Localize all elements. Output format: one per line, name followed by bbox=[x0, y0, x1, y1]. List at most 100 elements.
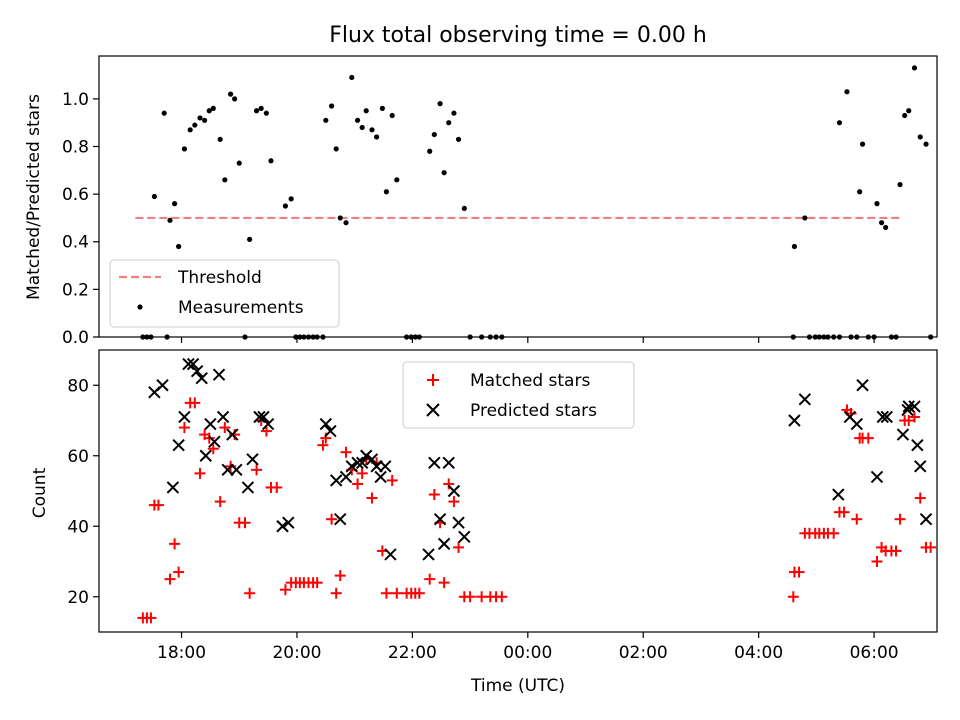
matched-star-point bbox=[925, 541, 937, 553]
y-tick-label: 0.2 bbox=[62, 280, 89, 300]
matched-star-point bbox=[317, 439, 329, 451]
measurement-point bbox=[268, 158, 274, 164]
predicted-star-point bbox=[182, 357, 195, 371]
predicted-star-point bbox=[832, 488, 845, 501]
predicted-star-point bbox=[856, 379, 869, 392]
measurement-point bbox=[206, 108, 212, 114]
y-tick-label: 0.6 bbox=[62, 185, 89, 205]
predicted-star-point bbox=[911, 438, 924, 452]
x-tick-label: 18:00 bbox=[157, 643, 206, 663]
predicted-star-point bbox=[437, 537, 451, 551]
predicted-star-point bbox=[870, 470, 884, 484]
matched-star-point bbox=[279, 584, 291, 596]
measurement-point bbox=[148, 334, 154, 340]
measurement-point bbox=[187, 127, 193, 133]
matched-star-point bbox=[152, 499, 164, 511]
matched-star-point bbox=[239, 517, 251, 529]
predicted-star-point bbox=[212, 368, 226, 381]
predicted-star-point bbox=[230, 463, 243, 477]
matched-star-point bbox=[207, 443, 219, 455]
measurement-point bbox=[337, 215, 343, 221]
measurement-point bbox=[451, 110, 457, 116]
predicted-star-point bbox=[902, 400, 915, 413]
x-tick-label: 04:00 bbox=[734, 643, 783, 663]
measurement-point bbox=[363, 108, 369, 114]
predicted-legend-label: Predicted stars bbox=[470, 401, 597, 421]
measurement-point bbox=[343, 220, 349, 226]
ratio-legend-box bbox=[109, 259, 340, 328]
predicted-star-point bbox=[253, 410, 266, 424]
measurement-point bbox=[917, 134, 923, 140]
measurement-point bbox=[888, 334, 895, 340]
matched-star-point bbox=[380, 587, 392, 599]
measurement-point bbox=[310, 334, 316, 340]
measurement-point bbox=[427, 148, 433, 154]
matched-star-point bbox=[862, 432, 874, 444]
matched-star-point bbox=[260, 425, 272, 437]
chart-title: Flux total observing time = 0.00 h bbox=[329, 23, 707, 48]
y-tick-label: 60 bbox=[67, 447, 89, 467]
count-panel: 18:00 20:00 22:00 00:00 02:00 04:00 06:00 20 40… bbox=[30, 349, 938, 696]
matched-star-point bbox=[340, 446, 352, 458]
predicted-star-point bbox=[433, 512, 447, 526]
measurement-point bbox=[389, 112, 395, 119]
matched-star-point bbox=[194, 467, 206, 479]
measurement-point bbox=[282, 203, 289, 209]
y-tick-label: 20 bbox=[67, 588, 89, 608]
matched-star-point bbox=[203, 432, 215, 444]
measurement-point bbox=[349, 74, 355, 81]
predicted-star-point bbox=[199, 449, 212, 462]
measurement-point bbox=[791, 243, 798, 250]
measurement-point bbox=[217, 136, 223, 142]
matched-star-point bbox=[334, 570, 346, 582]
predicted-star-point bbox=[880, 410, 893, 424]
measurement-point bbox=[288, 196, 294, 202]
measurement-point bbox=[383, 189, 390, 195]
predicted-star-point bbox=[896, 428, 910, 441]
predicted-star-point bbox=[246, 453, 259, 466]
ratio-x-ticks bbox=[180, 337, 875, 343]
measurement-point bbox=[192, 122, 198, 128]
matched-star-point bbox=[169, 538, 181, 550]
measurement-point bbox=[404, 334, 410, 340]
predicted-star-point bbox=[276, 520, 289, 533]
matched-star-point bbox=[793, 566, 805, 578]
measurement-point bbox=[328, 103, 335, 109]
matched-star-point bbox=[787, 591, 799, 603]
x-axis-label: Time (UTC) bbox=[470, 676, 565, 696]
predicted-star-point bbox=[355, 456, 369, 470]
matched-star-point bbox=[428, 489, 440, 501]
measurement-point bbox=[479, 334, 485, 340]
measurement-point bbox=[859, 141, 866, 147]
y-tick-label: 80 bbox=[67, 376, 89, 396]
ratio-legend: Threshold Measurements bbox=[109, 259, 340, 328]
predicted-star-point bbox=[458, 530, 471, 544]
predicted-star-point bbox=[282, 516, 295, 529]
matched-star-point bbox=[391, 587, 403, 599]
predicted-star-point bbox=[452, 516, 465, 529]
measurement-point bbox=[197, 115, 203, 121]
matched-star-point bbox=[178, 422, 190, 434]
measurement-point bbox=[816, 334, 822, 340]
matched-star-point bbox=[356, 467, 368, 479]
measurements-legend-label: Measurements bbox=[178, 298, 304, 318]
measurement-point bbox=[883, 224, 889, 231]
predicted-star-point bbox=[422, 548, 435, 561]
measurement-point bbox=[467, 334, 473, 340]
x-tick-label: 06:00 bbox=[850, 643, 899, 663]
matched-star-point bbox=[828, 527, 840, 539]
measurement-point bbox=[923, 141, 929, 147]
predicted-star-point bbox=[442, 456, 455, 470]
matched-star-point bbox=[443, 478, 455, 490]
measurement-point bbox=[802, 215, 808, 221]
count-x-ticks: 18:00 20:00 22:00 00:00 02:00 04:00 06:00 bbox=[157, 632, 899, 663]
predicted-star-point bbox=[850, 417, 863, 431]
measurement-point bbox=[263, 110, 269, 116]
predicted-star-point bbox=[172, 438, 185, 452]
predicted-star-point bbox=[204, 417, 217, 431]
x-tick-label: 20:00 bbox=[272, 643, 321, 663]
measurement-point bbox=[897, 181, 903, 188]
matched-star-point bbox=[251, 464, 263, 476]
measurement-point bbox=[412, 334, 418, 340]
predicted-stars-points bbox=[148, 357, 933, 561]
